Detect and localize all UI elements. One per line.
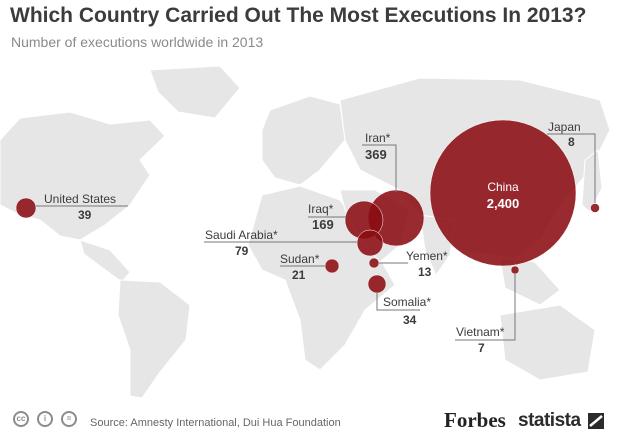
- label-yemen: Yemen*: [406, 249, 448, 263]
- bubble-somalia: [367, 274, 387, 294]
- label-japan: Japan: [548, 120, 581, 134]
- south-america: [117, 279, 191, 399]
- chart-title: Which Country Carried Out The Most Execu…: [10, 4, 587, 27]
- statista-logo-icon: [588, 413, 604, 429]
- world-map: United States 39 Iran* 369 Japan 8 China…: [0, 65, 611, 399]
- by-icon: i: [37, 411, 53, 427]
- bubble-sudan: [324, 258, 340, 274]
- label-iraq: Iraq*: [308, 202, 334, 216]
- nd-icon: =: [61, 411, 77, 427]
- bubble-china: [429, 119, 577, 267]
- bubble-yemen: [368, 257, 380, 269]
- forbes-logo: Forbes: [444, 408, 506, 432]
- europe: [261, 95, 346, 186]
- label-united-states: United States: [44, 192, 116, 206]
- japan-island: [581, 149, 603, 213]
- value-iraq: 169: [312, 217, 334, 232]
- bubble-japan: [590, 203, 600, 213]
- label-iran: Iran*: [365, 131, 391, 145]
- leader-somalia: [376, 293, 420, 311]
- label-sudan: Sudan*: [280, 252, 320, 266]
- value-yemen: 13: [418, 265, 432, 279]
- central-america: [79, 239, 131, 283]
- label-china: China: [487, 180, 519, 194]
- greenland: [149, 65, 241, 119]
- value-china: 2,400: [487, 196, 520, 211]
- leader-japan: [547, 133, 596, 203]
- bubble-vietnam: [510, 265, 520, 275]
- label-vietnam: Vietnam*: [456, 325, 505, 339]
- label-saudi-arabia: Saudi Arabia*: [205, 228, 278, 242]
- value-iran: 369: [365, 147, 387, 162]
- source-note: Source: Amnesty International, Dui Hua F…: [90, 417, 341, 429]
- leader-iran: [362, 144, 397, 192]
- bubbles: [15, 119, 600, 294]
- country-labels: United States 39 Iran* 369 Japan 8 China…: [44, 120, 581, 355]
- value-somalia: 34: [403, 313, 417, 327]
- value-sudan: 21: [292, 268, 306, 282]
- value-vietnam: 7: [478, 341, 485, 355]
- value-japan: 8: [568, 135, 575, 149]
- leader-vietnam: [455, 274, 516, 341]
- statista-logo: statista: [518, 410, 581, 431]
- chart-subtitle: Number of executions worldwide in 2013: [11, 34, 264, 50]
- value-saudi-arabia: 79: [235, 244, 249, 258]
- leader-lines: [36, 133, 596, 341]
- cc-icon: cc: [13, 411, 29, 427]
- value-united-states: 39: [78, 208, 92, 222]
- australia: [499, 304, 596, 381]
- bubble-saudi-arabia: [356, 229, 384, 257]
- bubble-united-states: [15, 197, 37, 219]
- label-somalia: Somalia*: [383, 295, 431, 309]
